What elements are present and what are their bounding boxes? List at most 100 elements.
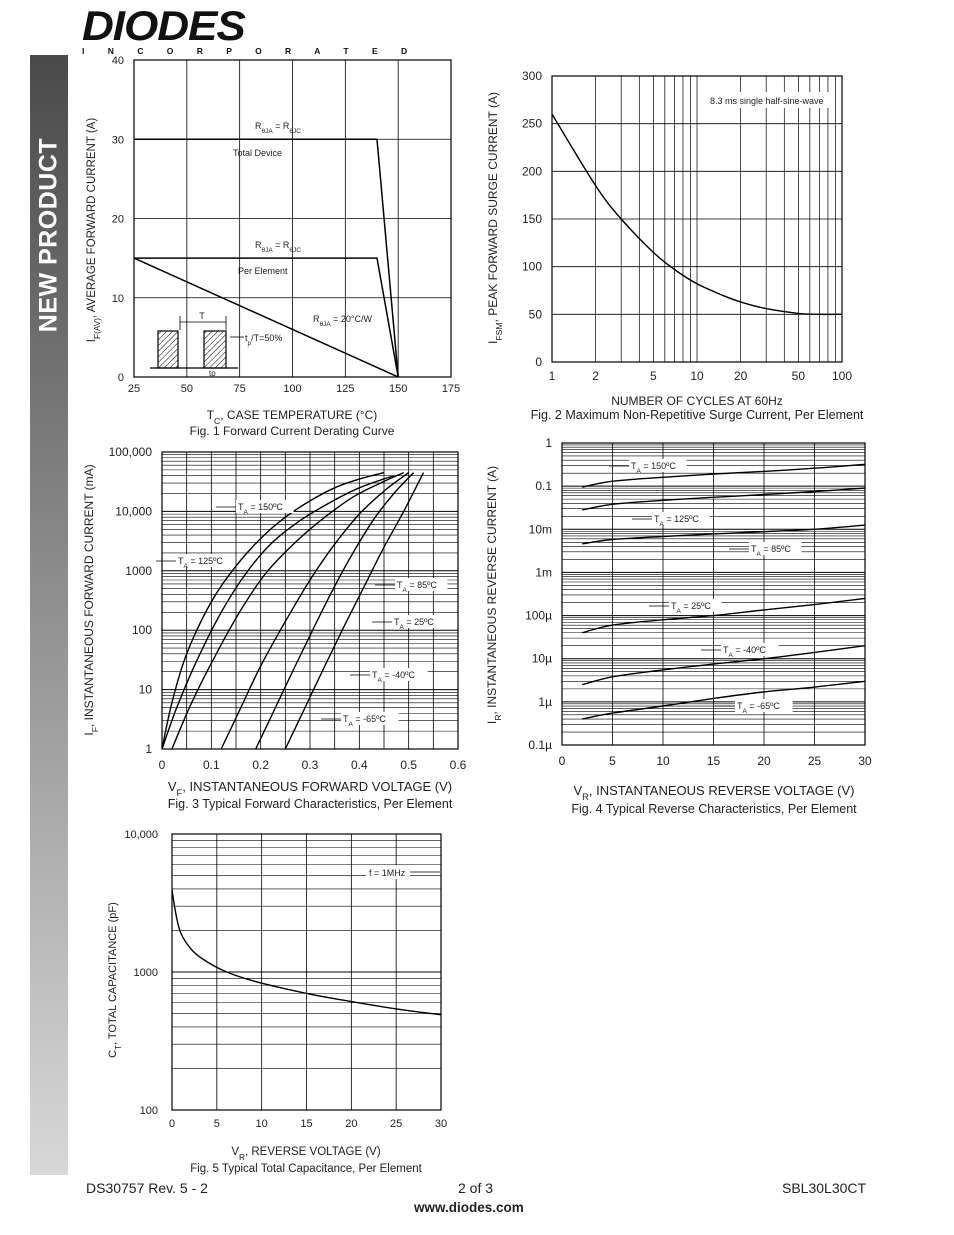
fig5-xtick-label: 10 bbox=[256, 1118, 268, 1130]
fig1-pulse-2 bbox=[203, 330, 227, 369]
fig2-ytick-label: 250 bbox=[522, 117, 542, 131]
fig4-legend-label: TA = -65ºC bbox=[737, 701, 780, 715]
fig4-ytick-label: 1m bbox=[535, 565, 552, 579]
fig1-xtick-label: 75 bbox=[234, 383, 246, 395]
company-logo: DIODES I N C O R P O R A T E D bbox=[82, 5, 418, 57]
fig3-ytick-label: 1000 bbox=[125, 564, 152, 578]
fig3-series-line bbox=[161, 474, 395, 750]
fig4-xtick-label: 0 bbox=[559, 754, 566, 768]
fig1-series-line bbox=[133, 257, 399, 378]
fig3-series-line bbox=[284, 472, 425, 750]
fig5-xtick-label: 20 bbox=[345, 1118, 357, 1130]
fig1-xtick-label: 125 bbox=[336, 383, 354, 395]
fig3-ytick-label: 1 bbox=[145, 742, 152, 756]
fig1-annot-r1: RθJA = RθJC bbox=[255, 121, 301, 135]
fig3-legend-label: TA = 125ºC bbox=[178, 556, 223, 570]
fig3-legend-label-bg bbox=[395, 578, 448, 591]
fig4-series-line bbox=[582, 487, 866, 511]
fig1-xlabel: TC, CASE TEMPERATURE (°C) bbox=[207, 408, 378, 426]
fig1-pulse-duty: tp/T=50% bbox=[245, 333, 282, 347]
fig1-series-line bbox=[134, 257, 399, 378]
fig4-xtick-label: 15 bbox=[707, 754, 721, 768]
fig5-xtick-label: 25 bbox=[390, 1118, 402, 1130]
fig2-xtick-label: 100 bbox=[832, 369, 852, 383]
fig1-frame bbox=[133, 59, 452, 378]
fig4-legend-label: TA = 25ºC bbox=[671, 601, 711, 615]
fig3-series-line bbox=[161, 471, 385, 750]
fig3-ytick-label: 100,000 bbox=[109, 445, 153, 459]
fig3-xtick-label: 0.6 bbox=[450, 758, 467, 772]
fig2-ylabel: IFSM, PEAK FORWARD SURGE CURRENT (A) bbox=[486, 92, 504, 344]
fig4-ytick-label: 10µ bbox=[532, 652, 552, 666]
fig3-legend-label: TA = 150ºC bbox=[238, 502, 283, 516]
fig3-legend-label-bg bbox=[392, 615, 445, 628]
fig3-xtick-label: 0 bbox=[159, 758, 166, 772]
fig4-xtick-label: 10 bbox=[656, 754, 670, 768]
fig3-ytick-label: 100 bbox=[132, 623, 152, 637]
fig2-ytick-label: 300 bbox=[522, 69, 542, 83]
fig5-frame bbox=[171, 833, 442, 1111]
fig3-series-line bbox=[255, 472, 415, 750]
fig1-ytick-label: 10 bbox=[112, 293, 124, 305]
fig3-legend-label-bg bbox=[236, 500, 294, 513]
fig3-ytick-label: 10,000 bbox=[115, 504, 152, 518]
fig3-legend-label-bg bbox=[176, 554, 234, 567]
fig4-ytick-label: 0.1µ bbox=[528, 738, 552, 752]
fig1-ytick-label: 40 bbox=[112, 55, 124, 67]
fig1-xtick-label: 100 bbox=[283, 383, 301, 395]
fig1-pulse-inset bbox=[150, 316, 238, 369]
fig4-ytick-label: 100µ bbox=[525, 609, 552, 623]
fig1-series-line bbox=[134, 138, 399, 378]
fig3-legend-label: TA = 85ºC bbox=[397, 580, 437, 594]
fig3-legend-label: TA = -65ºC bbox=[343, 714, 386, 728]
fig1-caption: Fig. 1 Forward Current Derating Curve bbox=[190, 424, 395, 438]
footer-part: SBL30L30CT bbox=[782, 1180, 867, 1196]
fig5-series-line bbox=[171, 890, 442, 1016]
sidebar-banner: NEW PRODUCT bbox=[30, 55, 68, 1175]
fig2-xtick-label: 50 bbox=[792, 369, 806, 383]
fig4-caption: Fig. 4 Typical Reverse Characteristics, … bbox=[571, 802, 857, 816]
fig2-ytick-label: 0 bbox=[535, 355, 542, 369]
fig5-ytick-label: 100 bbox=[140, 1105, 158, 1117]
fig4-legend-label: TA = -40ºC bbox=[723, 645, 766, 659]
fig5-xlabel: VR, REVERSE VOLTAGE (V) bbox=[231, 1146, 381, 1162]
fig2-xtick-label: 5 bbox=[650, 369, 657, 383]
fig5-xtick-label: 15 bbox=[300, 1118, 312, 1130]
fig4-xtick-label: 25 bbox=[808, 754, 822, 768]
fig3-xtick-label: 0.4 bbox=[351, 758, 368, 772]
fig2-xtick-label: 10 bbox=[690, 369, 704, 383]
fig4-series-line bbox=[582, 463, 866, 488]
fig4-ytick-label: 1 bbox=[545, 436, 552, 450]
fig4-legend-label: TA = 85ºC bbox=[751, 544, 791, 558]
fig5-xtick-label: 0 bbox=[169, 1118, 175, 1130]
fig3-xlabel: VF, INSTANTANEOUS FORWARD VOLTAGE (V) bbox=[168, 779, 452, 798]
fig4-xtick-label: 30 bbox=[858, 754, 872, 768]
fig2-ytick-label: 100 bbox=[522, 260, 542, 274]
fig3-series-line bbox=[171, 471, 404, 750]
fig2-xtick-label: 1 bbox=[549, 369, 556, 383]
footer-doc: DS30757 Rev. 5 - 2 bbox=[86, 1180, 208, 1196]
fig4-series-line bbox=[582, 645, 866, 686]
fig4-legend-label-bg bbox=[669, 599, 722, 612]
fig5-ytick-label: 10,000 bbox=[124, 829, 158, 841]
fig1-ytick-label: 0 bbox=[118, 372, 124, 384]
fig4-xtick-label: 5 bbox=[609, 754, 616, 768]
fig4-ytick-label: 10m bbox=[529, 522, 552, 536]
fig2-ytick-label: 50 bbox=[529, 307, 543, 321]
fig5-note: f = 1MHz bbox=[369, 868, 406, 878]
fig5-ytick-label: 1000 bbox=[134, 967, 158, 979]
fig3-xtick-label: 0.3 bbox=[302, 758, 319, 772]
fig4-series-line bbox=[582, 680, 866, 720]
fig4-legend-label-bg bbox=[735, 699, 793, 712]
fig2-xlabel: NUMBER OF CYCLES AT 60Hz bbox=[611, 394, 783, 408]
fig1-ylabel: IF(AV), AVERAGE FORWARD CURRENT (A) bbox=[86, 118, 102, 343]
fig1-ytick-label: 20 bbox=[112, 214, 124, 226]
fig2-frame bbox=[551, 75, 843, 363]
fig1-pulse-T-label: T bbox=[199, 311, 205, 321]
fig4-legend-label: TA = 125ºC bbox=[654, 514, 699, 528]
fig2-xtick-label: 2 bbox=[592, 369, 599, 383]
fig4-ytick-label: 1µ bbox=[538, 695, 552, 709]
logo-name: DIODES bbox=[82, 2, 246, 49]
fig3-ylabel: IF, INSTANTANEOUS FORWARD CURRENT (mA) bbox=[82, 464, 100, 735]
